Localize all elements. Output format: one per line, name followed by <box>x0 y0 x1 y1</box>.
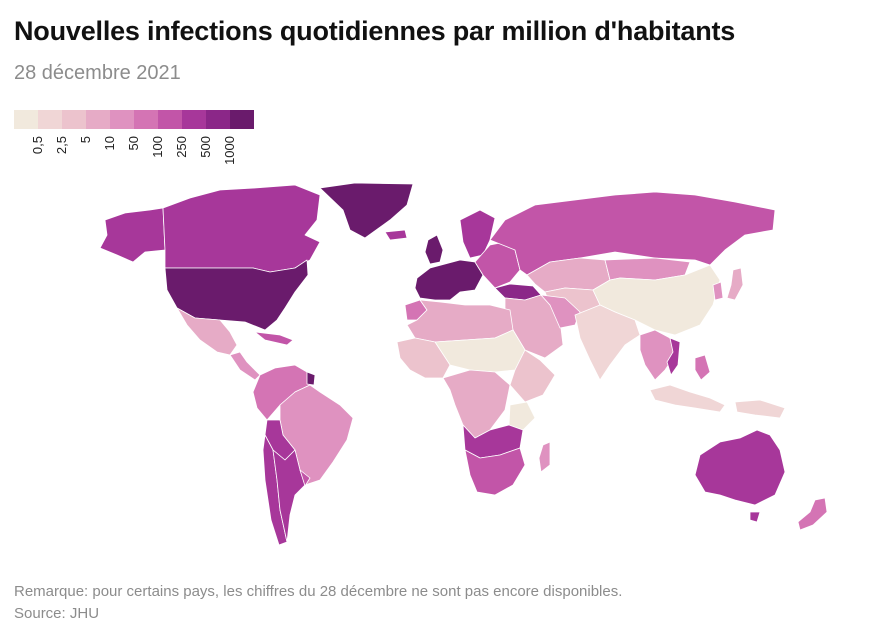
legend-swatch <box>62 110 86 129</box>
region-tasmania <box>749 511 761 523</box>
footnote-remark: Remarque: pour certains pays, les chiffr… <box>14 583 623 600</box>
region-philippines <box>694 354 711 381</box>
chart-title: Nouvelles infections quotidiennes par mi… <box>14 16 736 46</box>
legend-swatch <box>14 110 38 129</box>
region-korea <box>712 281 724 301</box>
legend-tick-label: 5 <box>78 136 93 144</box>
legend-tick-label: 1000 <box>222 136 237 165</box>
region-iceland <box>384 229 408 241</box>
region-uruguay <box>299 469 311 487</box>
region-new-zealand <box>797 497 828 531</box>
region-mexico <box>176 307 238 356</box>
color-legend: 0,5 2,5 5 10 50 100 250 500 1000 <box>14 110 254 180</box>
legend-tick-label: 0,5 <box>30 136 45 155</box>
region-papua <box>734 399 786 419</box>
region-caribbean <box>254 331 294 346</box>
region-french-guiana <box>306 371 316 386</box>
legend-swatch <box>230 110 254 129</box>
region-southeast-asia <box>639 329 676 381</box>
footnote-source: Source: JHU <box>14 605 100 622</box>
region-western-europe <box>414 259 484 301</box>
legend-swatch <box>86 110 110 129</box>
world-map-svg <box>99 182 828 546</box>
chart-subtitle: 28 décembre 2021 <box>14 62 181 84</box>
region-iran <box>540 294 581 329</box>
legend-swatch <box>38 110 62 129</box>
region-madagascar <box>538 441 551 473</box>
legend-tick-label: 100 <box>150 136 165 158</box>
legend-tick-label: 2,5 <box>54 136 69 155</box>
world-map <box>95 180 865 555</box>
region-vietnam <box>666 337 681 376</box>
region-japan <box>726 267 744 301</box>
legend-swatches <box>14 110 254 129</box>
region-greenland <box>319 182 414 239</box>
region-india <box>574 304 641 381</box>
legend-swatch <box>110 110 134 129</box>
legend-tick-label: 500 <box>198 136 213 158</box>
legend-swatch <box>134 110 158 129</box>
legend-swatch <box>206 110 230 129</box>
legend-tick-label: 10 <box>102 136 117 151</box>
region-argentina <box>272 449 306 543</box>
region-australia <box>694 429 786 506</box>
region-central-america <box>229 351 261 381</box>
region-alaska <box>99 207 166 263</box>
region-tanzania <box>508 401 536 431</box>
region-canada <box>162 184 321 273</box>
region-east-africa <box>509 349 556 403</box>
region-scandinavia <box>459 209 496 259</box>
legend-tick-label: 250 <box>174 136 189 158</box>
legend-swatch <box>182 110 206 129</box>
region-indonesia <box>649 384 726 413</box>
region-southern-africa <box>464 447 526 496</box>
legend-tick-label: 50 <box>126 136 141 151</box>
legend-swatch <box>158 110 182 129</box>
region-uk <box>424 234 444 265</box>
